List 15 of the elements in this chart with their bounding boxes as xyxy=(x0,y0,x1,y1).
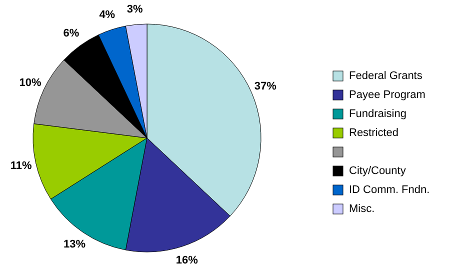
data-label: 37% xyxy=(254,80,277,93)
legend-label: Fundraising xyxy=(349,108,406,120)
legend-label: Payee Program xyxy=(349,88,426,101)
data-label: 11% xyxy=(10,160,32,172)
data-label: 6% xyxy=(63,28,80,40)
data-label: 16% xyxy=(176,254,198,267)
data-label: 13% xyxy=(63,238,86,251)
data-label: 10% xyxy=(19,76,42,89)
legend-label: Restricted xyxy=(349,126,399,139)
legend-label: ID Comm. Fndn. xyxy=(349,184,430,196)
data-label: 4% xyxy=(99,9,116,22)
data-label: 3% xyxy=(126,3,144,16)
legend-label: Federal Grants xyxy=(349,70,423,82)
legend-label: City/County xyxy=(349,164,406,177)
legend-label: Misc. xyxy=(349,202,375,215)
